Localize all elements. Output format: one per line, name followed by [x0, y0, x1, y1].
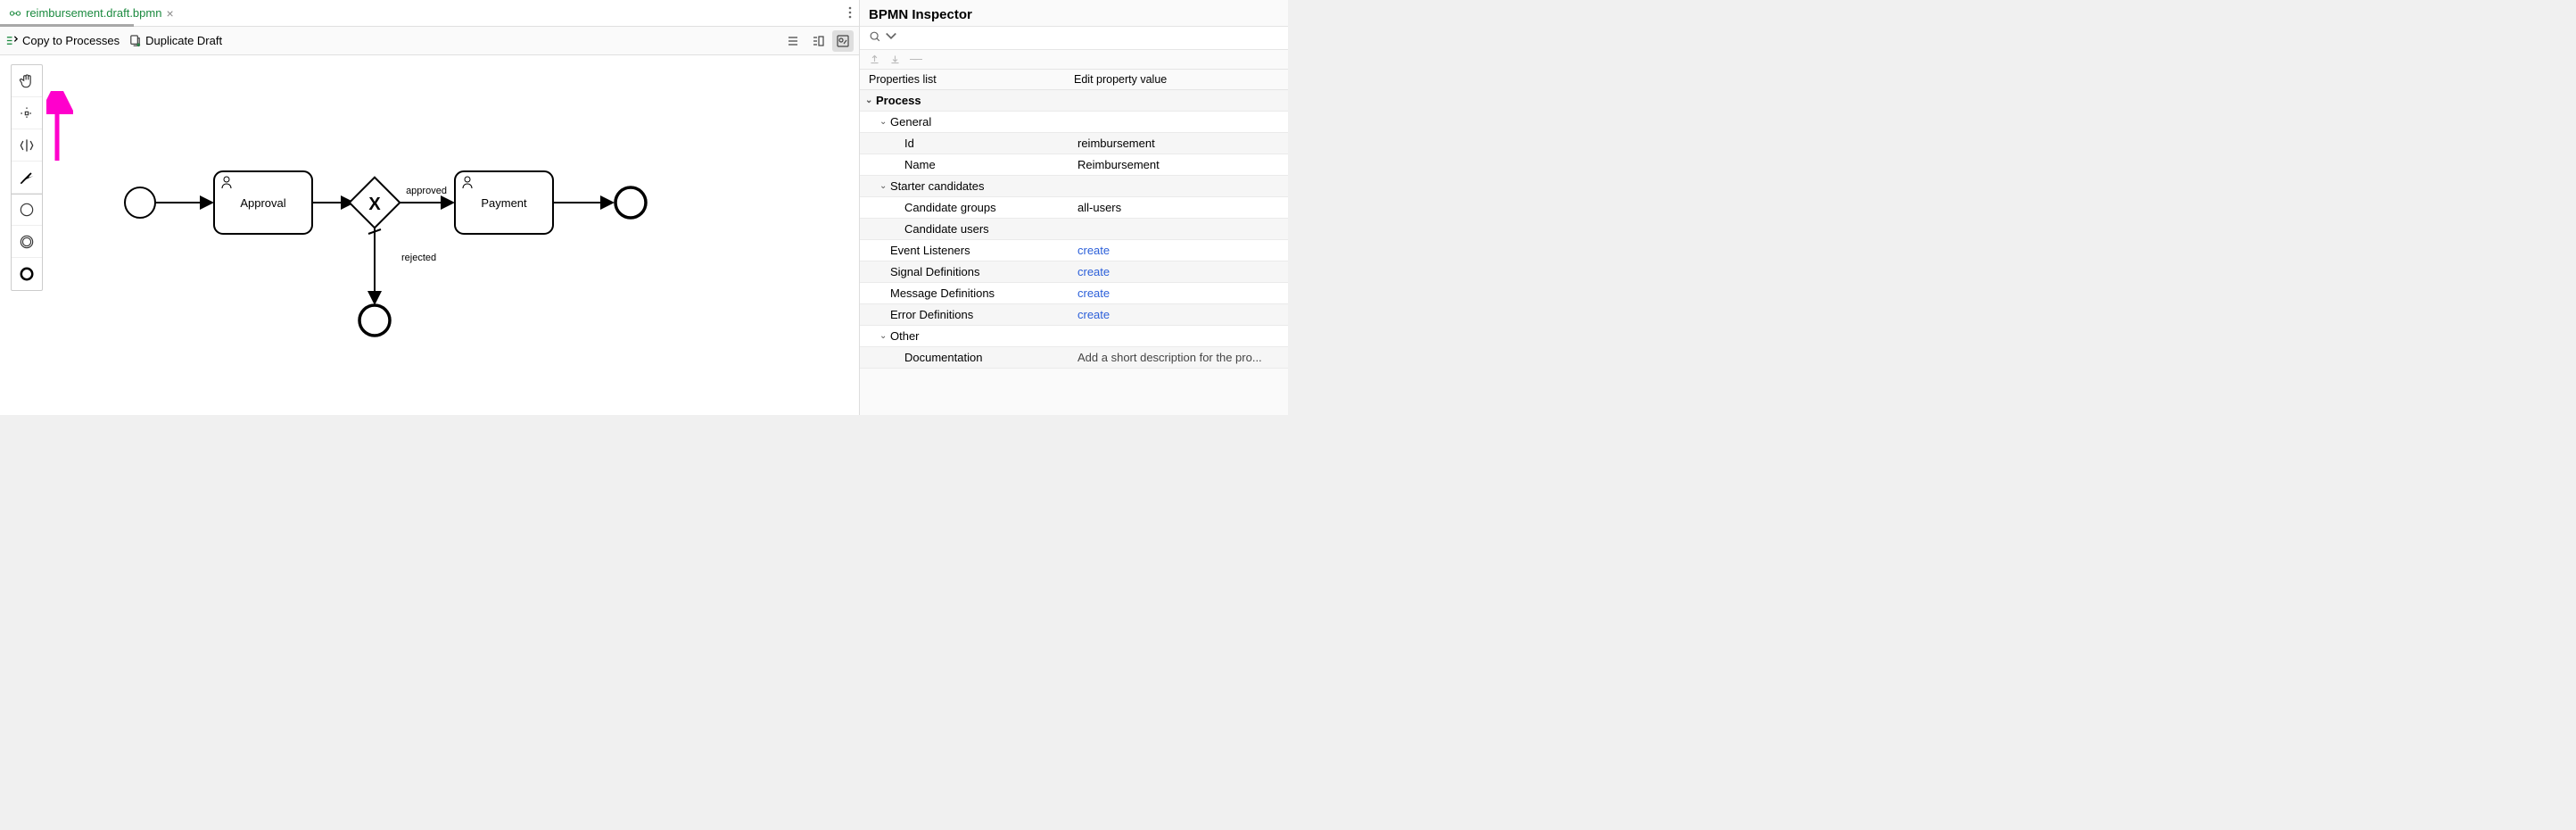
inspector-subtoolbar [860, 50, 1288, 70]
tab-overflow-menu[interactable] [848, 5, 852, 22]
edge-rejected-label: rejected [401, 253, 436, 263]
minus-icon[interactable] [910, 59, 922, 60]
task-approval-label: Approval [240, 196, 285, 210]
prop-event-listeners[interactable]: Event Listeners [860, 244, 1074, 257]
palette-end-event[interactable] [12, 258, 42, 290]
bpmn-file-icon [9, 7, 21, 20]
prop-signal-definitions[interactable]: Signal Definitions [860, 265, 1074, 278]
diagram-icon [836, 34, 850, 48]
prop-message-definitions-value[interactable]: create [1074, 286, 1288, 300]
tab-filename: reimbursement.draft.bpmn [26, 6, 161, 20]
view-split-button[interactable] [807, 30, 829, 52]
bpmn-canvas[interactable]: Approval X approved Payment [0, 55, 859, 415]
properties-tree: ⌄Process ⌄General Idreimbursement NameRe… [860, 90, 1288, 415]
duplicate-icon [128, 34, 142, 47]
prop-id[interactable]: Id [860, 137, 1074, 150]
export-icon[interactable] [869, 54, 880, 65]
prop-error-definitions[interactable]: Error Definitions [860, 308, 1074, 321]
prop-event-listeners-value[interactable]: create [1074, 244, 1288, 257]
bpmn-diagram: Approval X approved Payment [80, 145, 705, 377]
palette [11, 64, 43, 291]
copy-to-processes-label: Copy to Processes [22, 34, 120, 47]
palette-start-event[interactable] [12, 194, 42, 226]
prop-error-definitions-value[interactable]: create [1074, 308, 1288, 321]
prop-general[interactable]: ⌄General [860, 115, 1074, 129]
col-properties-label: Properties list [869, 73, 1074, 86]
chevron-down-icon [885, 30, 897, 43]
tab-reimbursement[interactable]: reimbursement.draft.bpmn × [0, 0, 183, 26]
circle-double-icon [18, 233, 36, 251]
bpmn-task-approval[interactable]: Approval [214, 171, 312, 234]
search-icon [869, 30, 881, 43]
prop-process[interactable]: ⌄Process [860, 94, 1074, 107]
edge-approved-label: approved [406, 186, 447, 196]
annotation-arrow [46, 91, 73, 162]
bpmn-reject-end-event[interactable] [359, 305, 390, 336]
view-diagram-button[interactable] [832, 30, 854, 52]
col-value-label: Edit property value [1074, 73, 1279, 86]
editor-toolbar: Copy to Processes Duplicate Draft [0, 27, 859, 55]
inspector-column-headers: Properties list Edit property value [860, 70, 1288, 90]
close-icon[interactable]: × [166, 6, 173, 21]
bpmn-end-event[interactable] [615, 187, 646, 218]
prop-other[interactable]: ⌄Other [860, 329, 1074, 343]
split-icon [811, 34, 825, 48]
bpmn-start-event[interactable] [125, 187, 155, 218]
import-icon[interactable] [889, 54, 901, 65]
prop-documentation-value[interactable]: Add a short description for the pro... [1074, 351, 1288, 364]
inspector-search[interactable] [860, 26, 1288, 50]
circle-bold-icon [18, 265, 36, 283]
prop-signal-definitions-value[interactable]: create [1074, 265, 1288, 278]
prop-candidate-groups[interactable]: Candidate groups [860, 201, 1074, 214]
prop-message-definitions[interactable]: Message Definitions [860, 286, 1074, 300]
gateway-x-label: X [368, 195, 381, 214]
prop-starter-candidates[interactable]: ⌄Starter candidates [860, 179, 1074, 193]
copy-processes-icon [5, 34, 19, 47]
palette-lasso-tool[interactable] [12, 97, 42, 129]
copy-to-processes-button[interactable]: Copy to Processes [5, 34, 120, 47]
inspector-title: BPMN Inspector [869, 7, 1279, 22]
prop-name-value[interactable]: Reimbursement [1074, 158, 1288, 171]
prop-candidate-groups-value[interactable]: all-users [1074, 201, 1288, 214]
prop-name[interactable]: Name [860, 158, 1074, 171]
bpmn-inspector-panel: BPMN Inspector Properties list Edit prop… [860, 0, 1288, 415]
space-icon [18, 137, 36, 154]
lasso-icon [18, 104, 36, 122]
prop-documentation[interactable]: Documentation [860, 351, 1074, 364]
prop-id-value[interactable]: reimbursement [1074, 137, 1288, 150]
tab-bar: reimbursement.draft.bpmn × [0, 0, 859, 27]
palette-hand-tool[interactable] [12, 65, 42, 97]
arrow-icon [18, 169, 36, 187]
prop-candidate-users[interactable]: Candidate users [860, 222, 1074, 236]
bpmn-task-payment[interactable]: Payment [455, 171, 553, 234]
tab-active-indicator [0, 24, 134, 27]
view-list-button[interactable] [782, 30, 804, 52]
circle-thin-icon [18, 201, 36, 219]
duplicate-draft-label: Duplicate Draft [145, 34, 222, 47]
list-icon [786, 34, 800, 48]
palette-space-tool[interactable] [12, 129, 42, 162]
task-payment-label: Payment [481, 196, 527, 210]
hand-icon [18, 72, 36, 90]
palette-connect-tool[interactable] [12, 162, 42, 194]
duplicate-draft-button[interactable]: Duplicate Draft [128, 34, 222, 47]
bpmn-gateway[interactable]: X [350, 178, 400, 228]
palette-intermediate-event[interactable] [12, 226, 42, 258]
